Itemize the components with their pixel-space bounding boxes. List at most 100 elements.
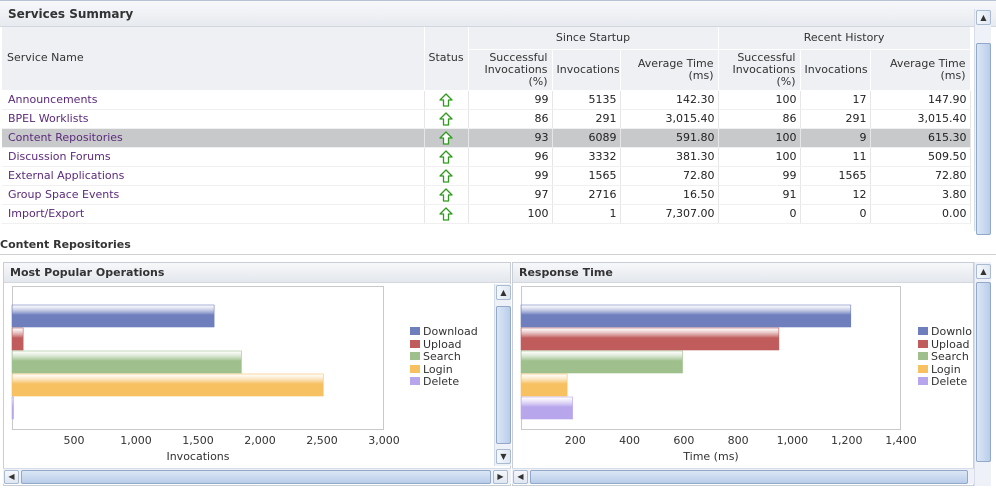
popular-chart-hscrollbar[interactable]: ◀ ▶ xyxy=(3,468,511,484)
bar-upload[interactable] xyxy=(520,327,780,351)
recent-successful-cell: 100 xyxy=(718,128,801,148)
startup-invocations-cell: 291 xyxy=(552,109,621,129)
x-tick-label: 500 xyxy=(64,434,85,447)
col-group-since-startup: Since Startup xyxy=(468,27,719,50)
service-name-cell[interactable]: Import/Export xyxy=(2,204,425,224)
status-cell xyxy=(424,128,469,148)
col-status[interactable]: Status xyxy=(424,27,469,91)
legend-item-search: Search xyxy=(410,350,478,364)
col-startup-successful[interactable]: Successful Invocations (%) xyxy=(468,49,553,91)
startup-avg-time-cell: 381.30 xyxy=(620,147,719,167)
section-title: Content Repositories xyxy=(0,238,131,251)
x-tick-label: 200 xyxy=(565,434,586,447)
legend-label: Login xyxy=(931,362,961,376)
startup-avg-time-cell: 16.50 xyxy=(620,185,719,205)
startup-invocations-cell: 2716 xyxy=(552,185,621,205)
bar-login[interactable] xyxy=(520,373,568,397)
status-up-arrow-icon xyxy=(439,130,453,145)
x-tick-label: 2,500 xyxy=(306,434,338,447)
x-tick-label: 2,000 xyxy=(244,434,276,447)
legend-label: Upload xyxy=(931,337,970,351)
col-startup-invocations[interactable]: Invocations xyxy=(552,49,621,91)
startup-invocations-cell: 1565 xyxy=(552,166,621,186)
scroll-down-button[interactable]: ▼ xyxy=(496,449,511,464)
scroll-up-button[interactable]: ▲ xyxy=(976,264,991,279)
x-tick-label: 3,000 xyxy=(368,434,400,447)
table-row[interactable]: Group Space Events 97 2716 16.50 91 12 3.80 xyxy=(2,185,971,205)
services-summary-panel: Services Summary Service Name Status Sin… xyxy=(0,0,996,235)
col-recent-avg-time[interactable]: Average Time (ms) xyxy=(870,49,971,91)
bar-download[interactable] xyxy=(520,304,852,328)
scroll-left-button[interactable]: ◀ xyxy=(4,470,19,484)
status-cell xyxy=(424,147,469,167)
legend-label: Upload xyxy=(423,337,462,351)
table-row[interactable]: Announcements 99 5135 142.30 100 17 147.90 xyxy=(2,90,971,110)
col-service-name[interactable]: Service Name xyxy=(2,27,425,91)
service-name-cell[interactable]: Announcements xyxy=(2,90,425,110)
bar-search[interactable] xyxy=(520,350,683,374)
table-row[interactable]: Content Repositories 93 6089 591.80 100 9 615.… xyxy=(2,128,971,148)
legend-item-search: Search xyxy=(918,350,974,364)
status-up-arrow-icon xyxy=(439,92,453,107)
bar-login[interactable] xyxy=(11,373,324,397)
services-vertical-scrollbar[interactable]: ▲ xyxy=(974,9,991,235)
startup-invocations-cell: 5135 xyxy=(552,90,621,110)
x-tick-label: 1,400 xyxy=(885,434,917,447)
legend-item-login: Login xyxy=(918,362,974,377)
recent-successful-cell: 99 xyxy=(718,166,801,186)
legend-label: Login xyxy=(423,362,453,376)
recent-avg-time-cell: 72.80 xyxy=(870,166,971,186)
recent-avg-time-cell: 3,015.40 xyxy=(870,109,971,129)
legend-swatch xyxy=(410,339,420,348)
bar-delete[interactable] xyxy=(520,396,573,420)
legend-label: Search xyxy=(423,350,461,363)
scroll-right-button[interactable]: ▶ xyxy=(493,470,508,484)
scroll-thumb[interactable] xyxy=(21,470,491,484)
status-up-arrow-icon xyxy=(439,111,453,126)
bar-upload[interactable] xyxy=(11,327,24,351)
scroll-thumb[interactable] xyxy=(976,43,991,235)
scroll-up-button[interactable]: ▲ xyxy=(976,10,991,25)
scroll-up-button[interactable]: ▲ xyxy=(496,285,511,300)
legend-item-download: Downlo xyxy=(918,326,974,339)
col-recent-invocations[interactable]: Invocations xyxy=(800,49,871,91)
x-tick-label: 1,000 xyxy=(777,434,809,447)
legend-label: Downlo xyxy=(931,326,972,338)
recent-invocations-cell: 0 xyxy=(800,204,871,224)
col-startup-avg-time[interactable]: Average Time (ms) xyxy=(620,49,719,91)
table-row[interactable]: Import/Export 100 1 7,307.00 0 0 0.00 xyxy=(2,204,971,224)
scroll-thumb[interactable] xyxy=(530,470,968,484)
startup-successful-cell: 97 xyxy=(468,185,553,205)
chart-title-response: Response Time xyxy=(513,263,973,283)
recent-successful-cell: 100 xyxy=(718,147,801,167)
status-up-arrow-icon xyxy=(439,206,453,221)
bar-delete[interactable] xyxy=(11,396,14,420)
table-row[interactable]: Discussion Forums 96 3332 381.30 100 11 509.50 xyxy=(2,147,971,167)
scroll-thumb[interactable] xyxy=(496,306,511,444)
col-recent-successful[interactable]: Successful Invocations (%) xyxy=(718,49,801,91)
legend-swatch xyxy=(410,327,420,335)
recent-avg-time-cell: 0.00 xyxy=(870,204,971,224)
legend-item-login: Login xyxy=(410,362,478,377)
scroll-thumb[interactable] xyxy=(976,282,991,462)
table-row[interactable]: BPEL Worklists 86 291 3,015.40 86 291 3,015.40 xyxy=(2,109,971,129)
service-name-cell[interactable]: Content Repositories xyxy=(2,128,425,148)
service-name-cell[interactable]: Group Space Events xyxy=(2,185,425,205)
status-cell xyxy=(424,185,469,205)
startup-successful-cell: 99 xyxy=(468,90,553,110)
service-name-cell[interactable]: External Applications xyxy=(2,166,425,186)
response-chart-hscrollbar[interactable]: ◀ xyxy=(512,468,974,484)
legend-swatch xyxy=(918,327,928,335)
startup-successful-cell: 99 xyxy=(468,166,553,186)
popular-chart-vscrollbar[interactable]: ▲ ▼ xyxy=(494,284,511,466)
recent-avg-time-cell: 509.50 xyxy=(870,147,971,167)
scroll-left-button[interactable]: ◀ xyxy=(513,470,528,484)
bar-download[interactable] xyxy=(11,304,215,328)
service-name-cell[interactable]: BPEL Worklists xyxy=(2,109,425,129)
recent-avg-time-cell: 3.80 xyxy=(870,185,971,205)
startup-successful-cell: 93 xyxy=(468,128,553,148)
service-name-cell[interactable]: Discussion Forums xyxy=(2,147,425,167)
bar-search[interactable] xyxy=(11,350,242,374)
table-row[interactable]: External Applications 99 1565 72.80 99 1565 72… xyxy=(2,166,971,186)
response-panel-vscrollbar[interactable]: ▲ xyxy=(974,262,991,486)
